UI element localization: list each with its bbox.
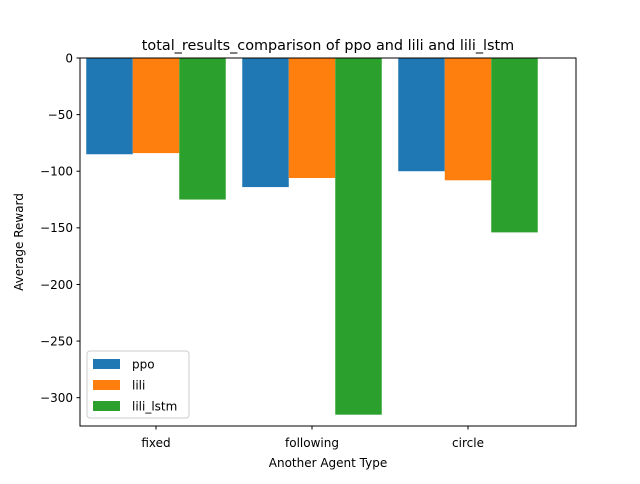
y-tick-label: −50 bbox=[48, 108, 73, 122]
axes-frame bbox=[79, 57, 577, 427]
y-tick-label: −200 bbox=[40, 278, 73, 292]
legend-label-lili: lili bbox=[132, 379, 145, 393]
x-tick-label: fixed bbox=[141, 436, 170, 450]
legend-swatch-ppo bbox=[93, 359, 120, 369]
y-tick-label: −100 bbox=[40, 165, 73, 179]
y-tick-label: 0 bbox=[65, 51, 73, 65]
bar-ppo-following bbox=[242, 58, 289, 188]
bar-lili_lstm-circle bbox=[491, 58, 538, 233]
x-axis-label: Another Agent Type bbox=[269, 456, 388, 470]
y-axis-ticks: 0 −50 −100 −150 −200 −250 −300 bbox=[40, 51, 80, 405]
y-axis-label: Average Reward bbox=[12, 193, 26, 291]
bar-lili-following bbox=[288, 58, 336, 179]
y-tick-label: −250 bbox=[40, 334, 73, 348]
bar-lili_lstm-fixed bbox=[179, 58, 226, 200]
bar-lili-circle bbox=[444, 58, 492, 181]
legend-label-lili_lstm: lili_lstm bbox=[132, 400, 177, 414]
x-tick-label: circle bbox=[452, 436, 484, 450]
bar-ppo-fixed bbox=[86, 58, 133, 155]
legend-swatch-lili bbox=[93, 380, 120, 390]
chart-title: total_results_comparison of ppo and lili… bbox=[142, 38, 514, 54]
bar-lili_lstm-following bbox=[335, 58, 382, 415]
x-tick-label: following bbox=[285, 436, 339, 450]
legend-label-ppo: ppo bbox=[132, 358, 155, 372]
legend: ppo lili lili_lstm bbox=[86, 350, 190, 419]
legend-swatch-lili_lstm bbox=[93, 401, 120, 411]
bar-lili-fixed bbox=[132, 58, 180, 154]
x-axis-ticks: fixed following circle bbox=[141, 426, 484, 450]
bar-ppo-circle bbox=[398, 58, 445, 172]
y-tick-label: −150 bbox=[40, 221, 73, 235]
y-tick-label: −300 bbox=[40, 391, 73, 405]
bars-group bbox=[86, 58, 538, 415]
